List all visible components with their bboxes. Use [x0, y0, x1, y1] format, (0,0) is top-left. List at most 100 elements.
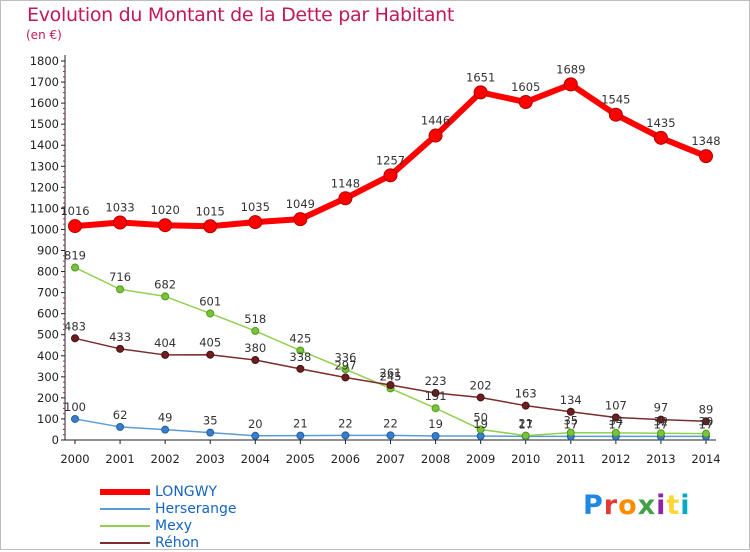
- y-tick-label: 1600: [30, 96, 59, 110]
- data-label: 62: [113, 408, 128, 422]
- data-point: [293, 212, 308, 227]
- data-label: 1446: [421, 114, 450, 128]
- data-point: [341, 431, 350, 440]
- x-tick-label: 2005: [286, 452, 315, 466]
- data-point: [161, 292, 170, 301]
- y-tick-label: 500: [37, 328, 59, 342]
- data-label: 261: [380, 366, 402, 380]
- x-tick-label: 2008: [421, 452, 450, 466]
- data-point: [251, 431, 260, 440]
- data-label: 107: [605, 398, 627, 412]
- data-label: 100: [64, 400, 86, 414]
- x-tick-label: 2004: [241, 452, 270, 466]
- data-label: 19: [428, 417, 443, 431]
- data-label: 1035: [241, 200, 270, 214]
- x-tick-label: 2006: [331, 452, 360, 466]
- data-label: 89: [699, 402, 714, 416]
- data-label: 1148: [331, 176, 360, 190]
- data-label: 50: [473, 410, 488, 424]
- data-label: 518: [244, 312, 266, 326]
- data-point: [116, 344, 125, 353]
- data-point: [161, 425, 170, 434]
- data-point: [611, 428, 620, 437]
- y-tick-label: 1300: [30, 159, 59, 173]
- y-tick-label: 0: [52, 433, 59, 447]
- data-point: [68, 219, 82, 234]
- y-tick-label: 700: [37, 286, 59, 300]
- y-tick-label: 800: [37, 265, 59, 279]
- data-point: [386, 381, 395, 390]
- data-point: [476, 431, 485, 440]
- data-label: 1257: [376, 153, 405, 167]
- x-tick-label: 2003: [196, 452, 225, 466]
- data-point: [248, 215, 263, 230]
- data-label: 1651: [466, 70, 495, 84]
- data-label: 1689: [556, 62, 585, 76]
- data-point: [341, 373, 350, 382]
- legend-swatch: [100, 542, 150, 544]
- data-point: [71, 334, 79, 343]
- data-label: 17: [699, 417, 714, 431]
- data-label: 433: [109, 330, 131, 344]
- x-tick-label: 2001: [105, 452, 134, 466]
- data-point: [71, 263, 79, 272]
- data-label: 245: [380, 369, 402, 383]
- data-point: [113, 215, 128, 230]
- data-point: [521, 401, 530, 410]
- data-label: 483: [64, 319, 86, 333]
- data-label: 17: [563, 417, 578, 431]
- data-point: [656, 429, 665, 438]
- data-point: [656, 415, 665, 424]
- data-point: [702, 417, 710, 426]
- y-tick-label: 1500: [30, 117, 59, 131]
- data-point: [563, 77, 578, 92]
- data-point: [428, 128, 443, 143]
- data-point: [699, 149, 713, 164]
- data-label: 17: [518, 417, 533, 431]
- x-tick-label: 2011: [556, 452, 585, 466]
- data-label: 151: [425, 389, 447, 403]
- y-tick-label: 200: [37, 391, 59, 405]
- x-tick-label: 2012: [601, 452, 630, 466]
- x-tick-label: 2013: [646, 452, 675, 466]
- data-label: 34: [609, 414, 624, 428]
- data-label: 716: [109, 270, 131, 284]
- data-point: [206, 350, 215, 359]
- data-label: 30: [699, 415, 714, 429]
- data-point: [431, 431, 440, 440]
- data-point: [338, 191, 353, 206]
- data-label: 20: [248, 417, 263, 431]
- proxiti-logo: Proxiti: [583, 490, 691, 521]
- data-point: [206, 428, 215, 437]
- data-point: [161, 350, 170, 359]
- data-point: [566, 428, 575, 437]
- y-tick-label: 1000: [30, 222, 59, 236]
- data-label: 134: [560, 393, 582, 407]
- data-label: 425: [289, 332, 311, 346]
- data-point: [158, 218, 173, 233]
- legend-swatch: [100, 489, 150, 495]
- data-point: [431, 404, 440, 413]
- y-tick-label: 1100: [30, 201, 59, 215]
- data-point: [251, 326, 260, 335]
- data-label: 22: [383, 416, 398, 430]
- data-label: 35: [563, 414, 578, 428]
- x-tick-label: 2002: [151, 452, 180, 466]
- data-point: [431, 389, 440, 398]
- data-label: 21: [293, 417, 308, 431]
- data-label: 202: [470, 378, 492, 392]
- y-tick-label: 400: [37, 349, 59, 363]
- data-label: 682: [154, 277, 176, 291]
- chart-unit-label: (en €): [26, 28, 62, 42]
- x-tick-label: 2014: [691, 452, 720, 466]
- data-point: [386, 431, 395, 440]
- data-point: [566, 407, 575, 416]
- chart-title: Evolution du Montant de la Dette par Hab…: [27, 4, 455, 26]
- data-label: 336: [334, 350, 356, 364]
- data-label: 297: [334, 358, 356, 372]
- data-label: 22: [338, 416, 353, 430]
- data-label: 17: [609, 417, 624, 431]
- x-tick-label: 2007: [376, 452, 405, 466]
- data-point: [251, 355, 260, 364]
